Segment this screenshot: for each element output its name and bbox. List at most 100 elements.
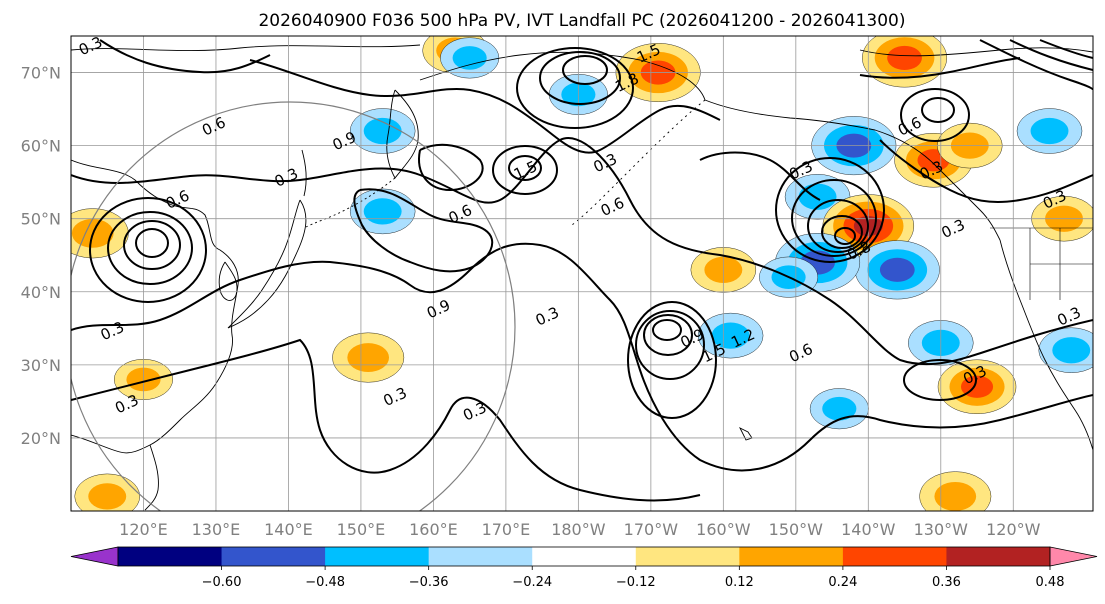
coastline-asia-east (71, 159, 239, 454)
lon-tick-1: 130°E (192, 520, 241, 539)
coastlines (71, 44, 1093, 511)
pv-anomaly-26 (919, 471, 992, 511)
pv-contour-arctic-4 (859, 57, 1021, 79)
coastline-sakhalin (301, 149, 307, 197)
pv-anomaly-27-band-1 (88, 483, 127, 510)
pv-anomaly-9 (862, 36, 947, 88)
pv-anomaly-9-band-2 (887, 45, 922, 70)
pv-contour-pacific-low-2 (643, 314, 693, 356)
colorbar-frame (117, 546, 1051, 567)
colorbar-swatch-6 (739, 547, 844, 566)
pv-contour-gulf-low-2 (821, 215, 863, 249)
colorbar-label-2: −0.36 (409, 575, 449, 590)
pv-contour-main-4 (249, 59, 721, 154)
pv-anomaly-21-band-1 (822, 396, 857, 421)
colorbar-label-8: 0.48 (1036, 575, 1065, 590)
lat-tick-5: 20°N (21, 429, 61, 448)
pv-anomaly-5-band-1 (798, 183, 837, 210)
lon-tick-12: 120°W (986, 520, 1041, 539)
pv-contour-ridge-1 (903, 359, 977, 401)
pv-anomaly-14 (332, 332, 405, 383)
lon-tick-11: 130°W (914, 520, 969, 539)
lon-tick-9: 150°W (769, 520, 824, 539)
pv-anomaly-14-band-1 (347, 343, 390, 372)
lon-tick-10: 140°W (841, 520, 896, 539)
longitude-tick-labels: 120°E 130°E 140°E 150°E 160°E 170°E 180°W 170°W… (119, 520, 1040, 539)
pv-anomaly-26-band-1 (934, 481, 977, 511)
colorbar-label-3: −0.24 (512, 575, 552, 590)
lat-tick-2: 50°N (21, 210, 61, 229)
lat-tick-1: 60°N (21, 137, 61, 156)
pv-contour-east-low-2 (900, 88, 970, 142)
colorbar-label-4: −0.12 (616, 575, 656, 590)
colorbar-swatch-1 (221, 547, 326, 566)
pv-contour-main-1 (71, 137, 1093, 366)
pv-contour-arctic-3 (1039, 39, 1093, 59)
pv-contour-west-low-1 (135, 228, 169, 258)
coastline-philippines (144, 444, 159, 511)
colorbar-swatch-7 (842, 547, 947, 566)
pv-contour-kam-low-2 (492, 145, 558, 195)
pv-contour-gulf-low-1 (834, 227, 856, 245)
pv-contour-bering-low-1 (562, 55, 608, 85)
pv-contour-nw-1 (99, 39, 271, 74)
pv-anomaly-24-band-1 (1052, 337, 1091, 364)
map-frame (70, 35, 1094, 512)
pv-contour-arctic-1 (979, 39, 1093, 91)
pv-contour-main-2 (71, 242, 1093, 472)
lon-tick-4: 160°E (409, 520, 458, 539)
pv-anomaly-21 (809, 388, 869, 430)
pv-contour-west-low-3 (107, 211, 193, 285)
pv-contour-pacific-low-3 (635, 310, 705, 380)
pv-anomaly-1 (349, 108, 416, 154)
pv-contour-main-7 (699, 151, 821, 201)
lon-tick-7: 170°W (624, 520, 679, 539)
pv-anomaly-18 (1016, 108, 1083, 154)
lon-tick-5: 170°E (482, 520, 531, 539)
lon-tick-6: 180°W (551, 520, 606, 539)
lon-tick-8: 160°W (696, 520, 751, 539)
pv-anomaly-23-band-1 (452, 46, 487, 70)
lat-tick-0: 70°N (21, 64, 61, 83)
pv-contour-gulf-low-5 (775, 157, 885, 263)
pv-contours (71, 39, 1093, 502)
pv-contour-main-8 (879, 139, 1093, 203)
colorbar-swatch-4 (532, 547, 637, 566)
pv-contour-arctic-2 (1009, 39, 1093, 71)
pv-contour-west-low-4 (89, 197, 207, 303)
colorbar-swatch-8 (946, 547, 1051, 566)
colorbar-label-7: 0.36 (932, 575, 961, 590)
pv-anomaly-7 (854, 240, 940, 300)
pv-contour-kam-low-1 (508, 155, 542, 181)
lon-tick-2: 140°E (264, 520, 313, 539)
pv-contour-pacific-low-4 (627, 301, 717, 419)
pv-contour-east-low-1 (921, 97, 955, 123)
pv-contour-bering-low-2 (539, 51, 621, 105)
pv-contour-main-3 (71, 338, 701, 502)
pv-anomaly-12-band-1 (711, 322, 750, 349)
coastline-alaska (704, 99, 1001, 241)
coastline-na-west (999, 239, 1093, 451)
colorbar-swatch-5 (635, 547, 740, 566)
pv-anomaly-23 (440, 37, 500, 79)
colorbar-label-0: −0.60 (202, 575, 242, 590)
coastline-korea (218, 261, 238, 301)
pv-anomaly-1-band-1 (363, 117, 402, 145)
coastline-kuril (303, 177, 396, 229)
pv-anomaly-24 (1038, 327, 1093, 373)
pv-anomaly-0-band-1 (363, 198, 402, 225)
colorbar-label-6: 0.24 (828, 575, 857, 590)
pv-anomaly-7-band-2 (879, 257, 915, 282)
colorbar-extend-high (1049, 546, 1098, 567)
colorbar-swatch-0 (118, 547, 223, 566)
pv-contour-main-6 (418, 143, 484, 192)
pv-contour-gulf-low-3 (807, 199, 869, 253)
pv-contour-main-5 (353, 188, 494, 273)
lon-tick-0: 120°E (119, 520, 168, 539)
pv-anomaly-0 (349, 188, 416, 235)
colorbar-label-1: −0.48 (305, 575, 345, 590)
colorbar-extend-low (70, 546, 119, 567)
coastline-us-borders (990, 227, 1093, 300)
colorbar-label-5: 0.12 (725, 575, 754, 590)
chart-title: 2026040900 F036 500 hPa PV, IVT Landfall… (258, 11, 905, 31)
